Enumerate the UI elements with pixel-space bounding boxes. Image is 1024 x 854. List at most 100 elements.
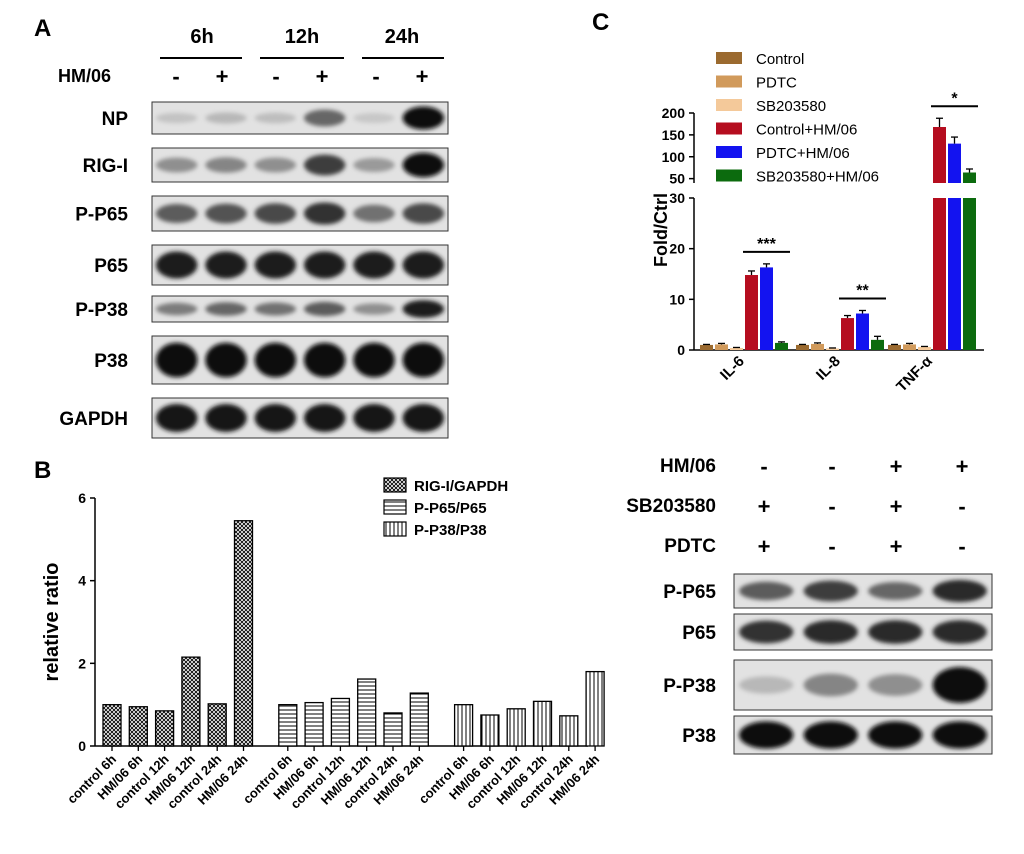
western-blot	[733, 659, 993, 711]
chart-legend: Control PDTC SB203580 Control+HM/06 PDTC+HM/…	[716, 51, 879, 186]
bar	[532, 700, 553, 747]
bar	[963, 172, 976, 183]
bar	[856, 313, 869, 350]
blot-band	[353, 404, 395, 432]
condition-sign: +	[890, 494, 903, 519]
blot-band	[739, 620, 794, 644]
bar	[207, 703, 227, 747]
blot-label: GAPDH	[59, 409, 128, 430]
legend-label: SB203580+HM/06	[756, 169, 879, 186]
bar	[811, 343, 824, 350]
legend-swatch	[716, 75, 742, 88]
blot-band	[932, 721, 987, 749]
blot-band	[353, 157, 395, 173]
bar	[102, 704, 122, 747]
x-tick-label: IL-8	[813, 353, 844, 384]
y-tick-label: 50	[669, 171, 685, 187]
blot-band	[155, 251, 198, 279]
blot-label: P-P38	[663, 676, 716, 697]
blot-band	[402, 300, 445, 318]
blot-band	[303, 109, 346, 127]
blot-band	[205, 112, 247, 124]
bar	[383, 712, 403, 747]
blot-band	[402, 106, 445, 130]
significance-marker: **	[856, 282, 869, 299]
blot-label: NP	[102, 109, 129, 130]
blot-label: P-P65	[663, 582, 716, 603]
blot-label: P38	[682, 726, 716, 747]
blot-band	[254, 302, 297, 316]
panel-a: A 6h 12h 24h HM/06 - + - + - + NP RIG-I P-P65 P6…	[34, 15, 449, 439]
bar	[730, 347, 743, 350]
blot-band	[205, 251, 247, 279]
condition-sign: +	[890, 534, 903, 559]
bar	[826, 348, 839, 350]
blot-band	[402, 342, 445, 378]
treatment-sign: -	[272, 64, 279, 89]
legend-label: PDTC+HM/06	[756, 145, 850, 162]
western-blot	[151, 101, 449, 135]
blot-band	[868, 620, 923, 644]
condition-sign: -	[760, 454, 767, 479]
condition-sign: +	[758, 534, 771, 559]
blot-band	[205, 302, 247, 316]
blot-band	[254, 112, 297, 124]
blot-band	[739, 721, 794, 749]
western-blot	[151, 147, 449, 183]
x-tick-label: IL-6	[717, 353, 748, 384]
blot-band	[353, 342, 395, 378]
blot-band	[155, 157, 198, 173]
treatment-sign: +	[216, 64, 229, 89]
y-tick-label: 200	[662, 105, 686, 121]
legend-label: P-P65/P65	[414, 500, 487, 517]
western-blot	[151, 295, 449, 323]
blot-label: P-P38	[75, 300, 128, 321]
treatment-sign: +	[316, 64, 329, 89]
blot-band	[254, 251, 297, 279]
treatment-sign: -	[372, 64, 379, 89]
blot-label: P38	[94, 351, 128, 372]
blot-label: P-P65	[75, 205, 128, 226]
legend-label: Control+HM/06	[756, 122, 857, 139]
timepoint-label: 12h	[285, 26, 319, 48]
western-blot	[733, 715, 993, 755]
panel-c: C Fold/Ctrl 0 10 20 30 50 100 150 200 *** IL-6 ** I…	[592, 9, 984, 395]
bar	[715, 344, 728, 350]
condition-sign: -	[828, 534, 835, 559]
blot-band	[932, 579, 987, 603]
inhibitor-blot-panel: HM/06- - + +SB203580 + - + -PDTC + - + - P-P65P65P-…	[626, 454, 993, 755]
blot-label: P65	[682, 623, 716, 644]
legend-label: RIG-I/GAPDH	[414, 478, 508, 495]
legend-label: Control	[756, 51, 804, 68]
bar	[480, 714, 500, 747]
blot-band	[205, 203, 247, 224]
blot-band	[353, 251, 395, 279]
bar	[888, 344, 901, 350]
bar	[181, 656, 201, 747]
blot-band	[254, 203, 297, 224]
blot-band	[803, 673, 858, 697]
blot-band	[205, 157, 247, 173]
blot-band	[303, 202, 346, 225]
blot-band	[932, 667, 987, 703]
bar	[841, 318, 854, 350]
blot-band	[155, 342, 198, 378]
bar	[871, 339, 884, 350]
bar	[409, 692, 429, 747]
blot-band	[353, 303, 395, 315]
y-tick-label: 20	[669, 241, 685, 257]
blot-frame	[151, 335, 449, 385]
western-blot	[733, 573, 993, 609]
significance-marker: *	[951, 90, 958, 107]
legend-label: SB203580	[756, 98, 826, 115]
bar	[796, 344, 809, 350]
panel-c-letter: C	[592, 9, 609, 36]
condition-sign: -	[828, 454, 835, 479]
legend-swatch	[716, 146, 742, 158]
blot-band	[402, 203, 445, 224]
blot-band	[402, 251, 445, 279]
bar	[745, 275, 758, 350]
y-tick-label: 10	[669, 291, 685, 307]
blot-panels	[151, 101, 449, 439]
bar	[903, 344, 916, 350]
